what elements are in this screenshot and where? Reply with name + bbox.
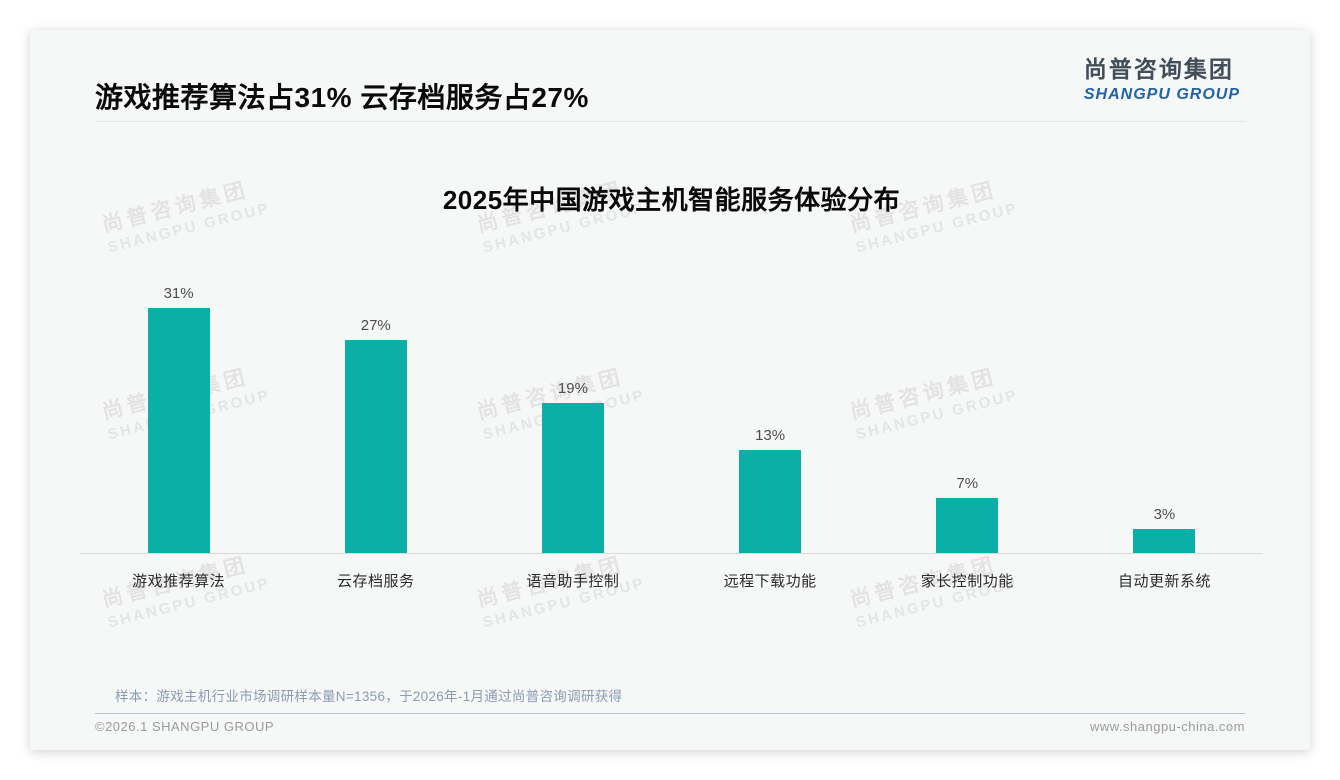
chart-bar xyxy=(344,340,407,553)
chart-bar-group: 7% xyxy=(869,273,1066,553)
bar-value-label: 7% xyxy=(956,475,979,492)
category-label: 云存档服务 xyxy=(337,573,415,590)
chart-bar xyxy=(147,308,210,553)
website-url: www.shangpu-china.com xyxy=(1089,719,1245,734)
category-label: 自动更新系统 xyxy=(1117,573,1211,590)
sample-note: 样本：游戏主机行业市场调研样本量N=1356，于2026年-1月通过尚普咨询调研… xyxy=(115,689,623,704)
bar-value-label: 19% xyxy=(557,380,588,397)
page-title: 游戏推荐算法占31% 云存档服务占27% xyxy=(95,82,589,113)
chart-title: 2025年中国游戏主机智能服务体验分布 xyxy=(442,185,901,215)
header-divider xyxy=(95,121,1245,122)
company-logo: 尚普咨询集团 SHANGPU GROUP xyxy=(1084,50,1240,104)
bar-chart: 31% 27% 19% 13% 7% 3% xyxy=(80,273,1263,553)
category-label: 语音助手控制 xyxy=(526,573,620,590)
x-axis-line xyxy=(80,553,1263,554)
report-slide: 尚普咨询集团 SHANGPU GROUP 尚普咨询集团 SHANGPU GROUP 尚普… xyxy=(30,30,1310,750)
bar-value-label: 27% xyxy=(360,317,391,334)
category-label: 远程下载功能 xyxy=(723,573,817,590)
bar-value-label: 31% xyxy=(163,285,194,302)
chart-bar-group: 27% xyxy=(277,273,474,553)
bar-value-label: 3% xyxy=(1153,506,1176,523)
category-axis-labels: 游戏推荐算法 云存档服务 语音助手控制 远程下载功能 家长控制功能 自动更新系统 xyxy=(80,570,1263,591)
chart-bar xyxy=(1133,529,1196,553)
copyright-text: ©2026.1 SHANGPU GROUP xyxy=(95,719,275,734)
chart-bar-group: 13% xyxy=(672,273,869,553)
category-label: 家长控制功能 xyxy=(920,573,1014,590)
chart-bar xyxy=(739,450,802,553)
bar-value-label: 13% xyxy=(755,427,786,444)
chart-bar xyxy=(541,403,604,553)
chart-bar-group: 19% xyxy=(474,273,671,553)
chart-bar-group: 31% xyxy=(80,273,277,553)
chart-bar-group: 3% xyxy=(1066,273,1263,553)
footer-divider xyxy=(95,713,1245,714)
chart-bar xyxy=(936,498,999,553)
category-label: 游戏推荐算法 xyxy=(132,573,226,590)
logo-english-text: SHANGPU GROUP xyxy=(1083,86,1240,103)
logo-chinese-text: 尚普咨询集团 xyxy=(1083,56,1234,82)
